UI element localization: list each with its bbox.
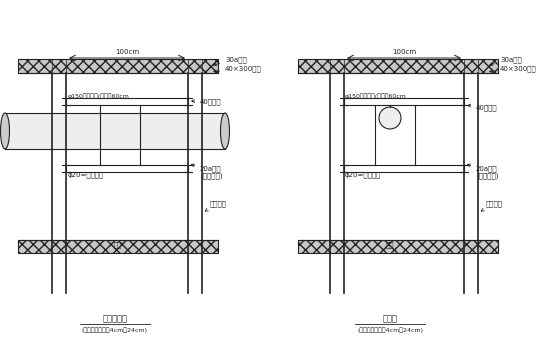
Bar <box>188 59 202 73</box>
Bar <box>464 59 478 73</box>
Text: 地底: 地底 <box>114 242 122 248</box>
Text: 吸架法: 吸架法 <box>382 314 398 323</box>
Text: φ150压力水管(接头能60cm: φ150压力水管(接头能60cm <box>345 93 407 99</box>
Text: 40号槽条: 40号槽条 <box>468 104 498 110</box>
Text: φ20=镜检测压: φ20=镜检测压 <box>68 172 104 178</box>
Bar <box>5 113 225 149</box>
Text: (适用于管径范围4cm至24cm): (适用于管径范围4cm至24cm) <box>357 327 423 333</box>
Text: 管道支护: 管道支护 <box>205 200 227 211</box>
Text: (适用于管径范围4cm至24cm): (适用于管径范围4cm至24cm) <box>82 327 148 333</box>
Bar <box>18 59 218 73</box>
Circle shape <box>379 107 401 129</box>
Bar <box>330 59 344 73</box>
Text: φ150压力水管(接头能60cm: φ150压力水管(接头能60cm <box>68 93 130 99</box>
Text: 管道支护: 管道支护 <box>481 200 503 211</box>
Text: 30a槽钢: 30a槽钢 <box>489 56 522 66</box>
Bar <box>52 59 66 73</box>
Bar <box>298 59 498 73</box>
Ellipse shape <box>221 113 230 149</box>
Text: 100cm: 100cm <box>392 49 416 55</box>
Text: 30a槽钢: 30a槽钢 <box>213 56 247 66</box>
Text: φ20=镜检测压: φ20=镜检测压 <box>345 172 381 178</box>
Text: 100cm: 100cm <box>115 49 139 55</box>
Bar <box>18 240 218 253</box>
Bar <box>298 240 498 253</box>
Text: 地底: 地底 <box>386 242 394 248</box>
Text: 托架敏用法: 托架敏用法 <box>102 314 128 323</box>
Text: 20a槽钉
(间距不限): 20a槽钉 (间距不限) <box>468 164 498 179</box>
Text: 40×300枕木: 40×300枕木 <box>489 65 536 73</box>
Text: 40号槽条: 40号槽条 <box>192 98 222 104</box>
Text: 20a槽钉
(间距不限): 20a槽钉 (间距不限) <box>192 164 222 179</box>
Ellipse shape <box>1 113 10 149</box>
Text: 40×300枕木: 40×300枕木 <box>214 65 262 73</box>
